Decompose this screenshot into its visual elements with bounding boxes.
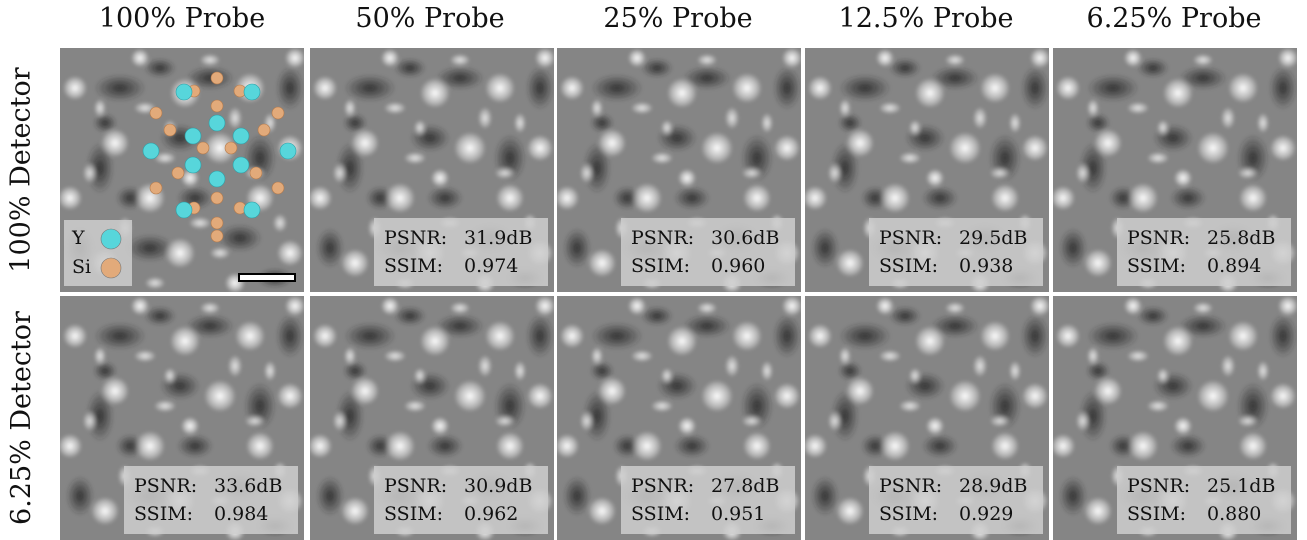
y-atoms	[142, 83, 297, 219]
row-title-6-25-detector: 6.25% Detector	[6, 311, 38, 525]
psnr-value: 30.9dB	[464, 475, 533, 497]
psnr-value: 28.9dB	[959, 475, 1028, 497]
metrics-box: PSNR: 27.8dB SSIM: 0.951	[621, 466, 795, 534]
ssim-label: SSIM:	[631, 503, 691, 525]
psnr-label: PSNR:	[879, 475, 943, 497]
panel-r1-c3: PSNR: 30.6dB SSIM: 0.960	[557, 48, 801, 292]
column-title-25-probe: 25% Probe	[603, 3, 753, 34]
si-atoms	[149, 71, 285, 243]
psnr-label: PSNR:	[1127, 227, 1191, 249]
column-title-12-5-probe: 12.5% Probe	[838, 3, 1014, 34]
psnr-label: PSNR:	[1127, 475, 1191, 497]
metrics-box: PSNR: 28.9dB SSIM: 0.929	[869, 466, 1043, 534]
row-title-100-detector: 100% Detector	[6, 67, 37, 273]
panel-r1-c5: PSNR: 25.8dB SSIM: 0.894	[1053, 48, 1297, 292]
psnr-value: 25.1dB	[1207, 475, 1276, 497]
ssim-label: SSIM:	[879, 255, 939, 277]
psnr-label: PSNR:	[631, 475, 695, 497]
psnr-value: 29.5dB	[959, 227, 1028, 249]
panel-r2-c3: PSNR: 27.8dB SSIM: 0.951	[557, 296, 801, 540]
ssim-value: 0.984	[214, 503, 269, 525]
panel-reference: Y Si	[60, 48, 304, 292]
metrics-box: PSNR: 25.1dB SSIM: 0.880	[1117, 466, 1291, 534]
panel-r1-c4: PSNR: 29.5dB SSIM: 0.938	[805, 48, 1049, 292]
psnr-label: PSNR:	[134, 475, 198, 497]
ssim-label: SSIM:	[1127, 255, 1187, 277]
column-title-50-probe: 50% Probe	[355, 3, 505, 34]
scale-bar	[238, 273, 296, 282]
panel-r2-c2: PSNR: 30.9dB SSIM: 0.962	[310, 296, 554, 540]
panel-r1-c2: PSNR: 31.9dB SSIM: 0.974	[310, 48, 554, 292]
psnr-label: PSNR:	[384, 475, 448, 497]
ssim-value: 0.974	[464, 255, 519, 277]
column-title-100-probe: 100% Probe	[98, 3, 266, 34]
si-atom-icon	[100, 257, 122, 278]
legend-item-si: Si	[72, 253, 132, 282]
legend: Y Si	[64, 220, 132, 286]
metrics-box: PSNR: 30.6dB SSIM: 0.960	[621, 218, 795, 286]
ssim-value: 0.951	[711, 503, 766, 525]
psnr-value: 27.8dB	[711, 475, 780, 497]
panel-r2-c1: PSNR: 33.6dB SSIM: 0.984	[60, 296, 304, 540]
metrics-box: PSNR: 30.9dB SSIM: 0.962	[374, 466, 548, 534]
panel-r2-c4: PSNR: 28.9dB SSIM: 0.929	[805, 296, 1049, 540]
ssim-label: SSIM:	[384, 503, 444, 525]
metrics-box: PSNR: 29.5dB SSIM: 0.938	[869, 218, 1043, 286]
ssim-label: SSIM:	[384, 255, 444, 277]
ssim-value: 0.960	[711, 255, 766, 277]
legend-label: Si	[72, 256, 92, 278]
psnr-label: PSNR:	[384, 227, 448, 249]
atom-model-overlay	[142, 71, 297, 243]
ssim-label: SSIM:	[631, 255, 691, 277]
ssim-label: SSIM:	[1127, 503, 1187, 525]
column-title-6-25-probe: 6.25% Probe	[1086, 3, 1262, 34]
ssim-value: 0.962	[464, 503, 519, 525]
psnr-value: 30.6dB	[711, 227, 780, 249]
legend-item-y: Y	[72, 224, 132, 253]
psnr-value: 31.9dB	[464, 227, 533, 249]
ssim-value: 0.929	[959, 503, 1014, 525]
metrics-box: PSNR: 31.9dB SSIM: 0.974	[374, 218, 548, 286]
ssim-value: 0.938	[959, 255, 1014, 277]
legend-label: Y	[72, 227, 85, 249]
ssim-label: SSIM:	[879, 503, 939, 525]
metrics-box: PSNR: 25.8dB SSIM: 0.894	[1117, 218, 1291, 286]
ssim-value: 0.894	[1207, 255, 1262, 277]
psnr-label: PSNR:	[879, 227, 943, 249]
panel-r2-c5: PSNR: 25.1dB SSIM: 0.880	[1053, 296, 1297, 540]
psnr-label: PSNR:	[631, 227, 695, 249]
metrics-box: PSNR: 33.6dB SSIM: 0.984	[124, 466, 298, 534]
ssim-label: SSIM:	[134, 503, 194, 525]
psnr-value: 33.6dB	[214, 475, 283, 497]
ssim-value: 0.880	[1207, 503, 1262, 525]
psnr-value: 25.8dB	[1207, 227, 1276, 249]
y-atom-icon	[100, 228, 122, 249]
